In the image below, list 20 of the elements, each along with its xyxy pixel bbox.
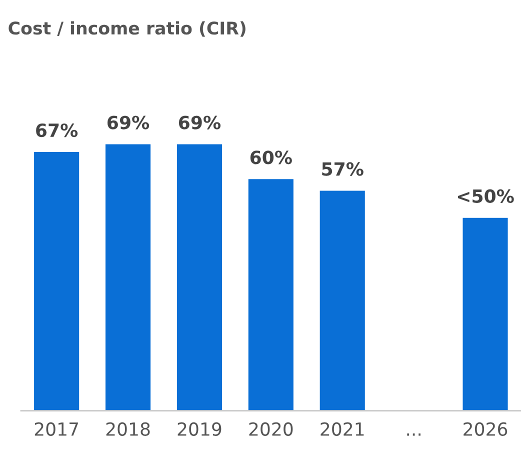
data-label: 60% (250, 150, 292, 164)
data-label: 57% (322, 162, 364, 176)
x-tick-label: 2021 (320, 422, 364, 436)
x-tick-label: 2018 (106, 422, 150, 436)
x-tick-label: 2020 (249, 422, 293, 436)
data-label: 67% (36, 123, 78, 138)
bar (176, 142, 224, 411)
bar (461, 216, 510, 411)
data-label: <50% (458, 189, 514, 203)
x-tick-label: 2019 (178, 422, 222, 436)
chart-title: Cost / income ratio (CIR) (8, 21, 246, 37)
bar (32, 150, 80, 411)
x-tick-label: 2017 (34, 422, 78, 436)
data-label: 69% (178, 116, 221, 130)
x-tick-label: 2026 (464, 422, 508, 436)
bar (247, 178, 295, 411)
x-tick-label: ... (407, 433, 420, 436)
bar (104, 142, 152, 411)
data-label: 69% (108, 116, 150, 130)
bar (318, 189, 366, 411)
